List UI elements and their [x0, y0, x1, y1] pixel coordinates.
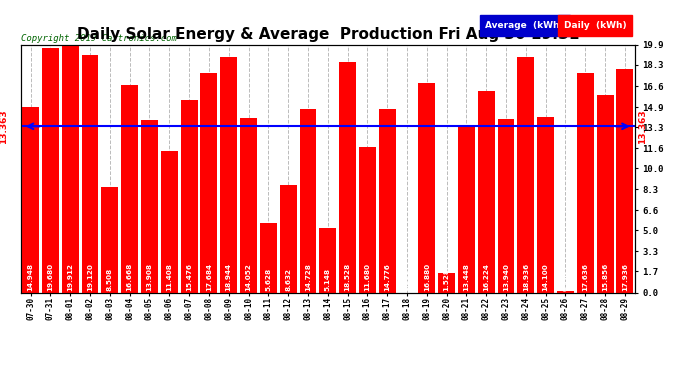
Text: 8.632: 8.632	[285, 268, 291, 291]
Text: 19.912: 19.912	[67, 263, 73, 291]
Text: 13.363: 13.363	[638, 109, 647, 144]
Text: 14.948: 14.948	[28, 263, 34, 291]
Text: Copyright 2019 Cartronics.com: Copyright 2019 Cartronics.com	[21, 33, 177, 42]
Text: 19.120: 19.120	[87, 263, 93, 291]
Text: 1.528: 1.528	[444, 268, 450, 291]
Bar	[240, 118, 257, 292]
Text: 14.776: 14.776	[384, 263, 390, 291]
Text: 5.148: 5.148	[325, 268, 331, 291]
Bar	[438, 273, 455, 292]
Bar	[141, 120, 158, 292]
Text: 11.408: 11.408	[166, 263, 172, 291]
Title: Daily Solar Energy & Average  Production Fri Aug 30 19:31: Daily Solar Energy & Average Production …	[77, 27, 579, 42]
Text: 18.944: 18.944	[226, 263, 232, 291]
Bar	[181, 100, 197, 292]
Text: 13.448: 13.448	[464, 263, 469, 291]
Text: 15.476: 15.476	[186, 263, 192, 291]
Text: 17.684: 17.684	[206, 263, 212, 291]
Text: 0.000: 0.000	[404, 268, 410, 291]
Bar	[339, 62, 356, 292]
Bar	[458, 125, 475, 292]
Text: 16.880: 16.880	[424, 263, 430, 291]
Text: 17.936: 17.936	[622, 263, 628, 291]
Bar	[359, 147, 376, 292]
Text: 13.908: 13.908	[146, 263, 152, 291]
Bar	[299, 110, 316, 292]
Text: 13.940: 13.940	[503, 263, 509, 291]
Text: 16.668: 16.668	[127, 263, 132, 291]
Bar	[81, 55, 99, 292]
Bar	[597, 95, 613, 292]
Text: 14.052: 14.052	[246, 263, 252, 291]
Bar	[101, 187, 118, 292]
Bar	[22, 106, 39, 292]
Text: 11.680: 11.680	[364, 263, 371, 291]
Bar	[260, 222, 277, 292]
Text: 13.363: 13.363	[0, 109, 8, 144]
Text: 15.856: 15.856	[602, 263, 608, 291]
Bar	[577, 73, 593, 292]
Text: 5.628: 5.628	[266, 268, 271, 291]
Bar	[201, 72, 217, 292]
Text: 16.224: 16.224	[483, 263, 489, 291]
Bar	[477, 91, 495, 292]
Bar	[161, 151, 178, 292]
Bar	[616, 69, 633, 292]
Bar	[220, 57, 237, 292]
Text: 14.100: 14.100	[542, 264, 549, 291]
Bar	[538, 117, 554, 292]
Text: 17.636: 17.636	[582, 263, 589, 291]
Legend: Average  (kWh), Daily  (kWh): Average (kWh), Daily (kWh)	[482, 17, 630, 33]
Text: 19.680: 19.680	[48, 263, 53, 291]
Bar	[121, 85, 138, 292]
Text: 8.508: 8.508	[107, 268, 113, 291]
Text: 14.728: 14.728	[305, 263, 311, 291]
Bar	[518, 57, 534, 292]
Bar	[279, 185, 297, 292]
Bar	[497, 119, 515, 292]
Text: 0.152: 0.152	[562, 268, 569, 291]
Bar	[379, 109, 395, 292]
Bar	[62, 45, 79, 292]
Bar	[557, 291, 574, 292]
Bar	[319, 228, 336, 292]
Bar	[42, 48, 59, 292]
Text: 18.528: 18.528	[344, 263, 351, 291]
Text: 18.936: 18.936	[523, 263, 529, 291]
Bar	[418, 82, 435, 292]
